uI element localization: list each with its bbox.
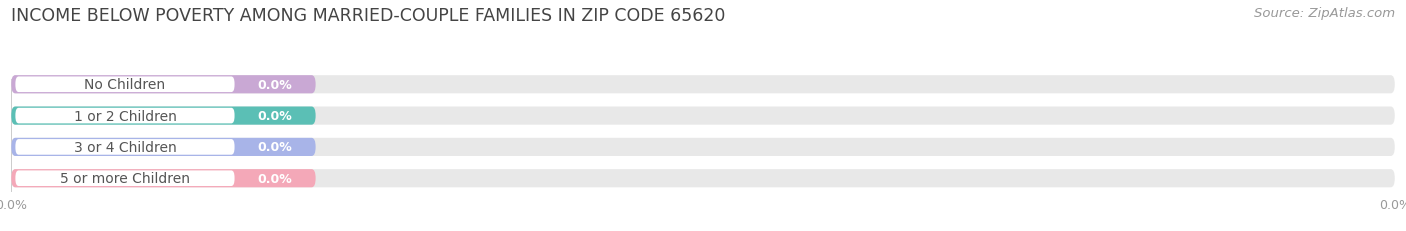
FancyBboxPatch shape [15, 171, 235, 186]
Text: 3 or 4 Children: 3 or 4 Children [73, 140, 176, 154]
FancyBboxPatch shape [11, 76, 315, 94]
Text: 0.0%: 0.0% [257, 109, 292, 123]
Text: 0.0%: 0.0% [257, 78, 292, 91]
FancyBboxPatch shape [11, 169, 315, 188]
Text: 0.0%: 0.0% [257, 172, 292, 185]
FancyBboxPatch shape [11, 138, 1395, 156]
FancyBboxPatch shape [15, 77, 235, 93]
FancyBboxPatch shape [11, 107, 1395, 125]
Text: 5 or more Children: 5 or more Children [60, 171, 190, 185]
Text: INCOME BELOW POVERTY AMONG MARRIED-COUPLE FAMILIES IN ZIP CODE 65620: INCOME BELOW POVERTY AMONG MARRIED-COUPL… [11, 7, 725, 25]
FancyBboxPatch shape [11, 107, 315, 125]
FancyBboxPatch shape [15, 108, 235, 124]
FancyBboxPatch shape [11, 138, 315, 156]
FancyBboxPatch shape [11, 169, 1395, 188]
Text: 0.0%: 0.0% [257, 141, 292, 154]
Text: Source: ZipAtlas.com: Source: ZipAtlas.com [1254, 7, 1395, 20]
Text: 1 or 2 Children: 1 or 2 Children [73, 109, 176, 123]
Text: No Children: No Children [84, 78, 166, 92]
FancyBboxPatch shape [11, 76, 1395, 94]
FancyBboxPatch shape [15, 140, 235, 155]
